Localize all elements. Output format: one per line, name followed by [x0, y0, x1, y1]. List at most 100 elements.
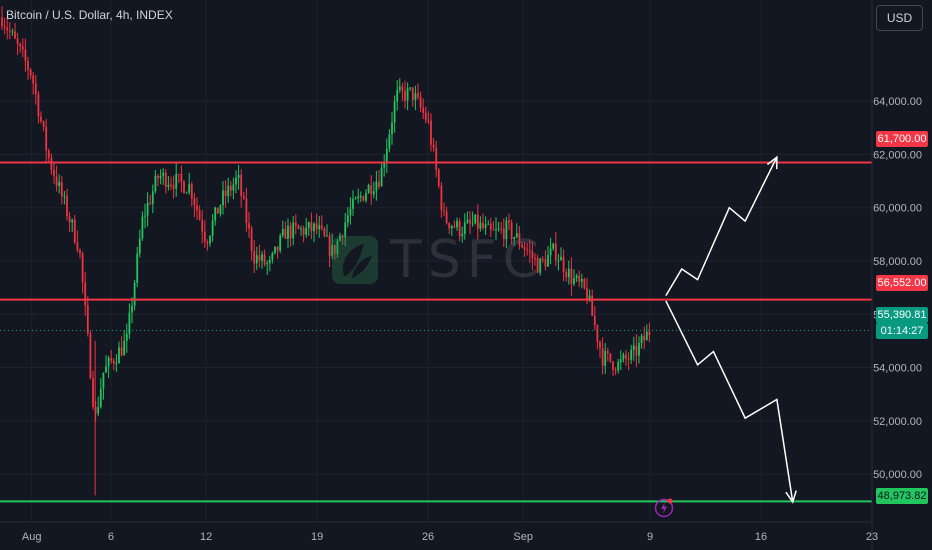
- candle-body: [378, 181, 380, 187]
- candle-body: [157, 175, 159, 179]
- candle-body: [463, 222, 466, 234]
- candle-body: [315, 223, 318, 230]
- candle-body: [300, 228, 302, 230]
- candle-body: [227, 185, 230, 197]
- candle-body: [89, 333, 92, 379]
- candle-body: [484, 224, 487, 229]
- candle-body: [562, 256, 565, 273]
- candle-body: [172, 184, 175, 189]
- candle-body: [131, 305, 133, 313]
- candle-body: [604, 350, 607, 366]
- candle-body: [526, 249, 529, 251]
- candle-body: [326, 235, 328, 237]
- candle-body: [640, 335, 643, 344]
- candle-body: [235, 177, 237, 185]
- candle-body: [188, 184, 191, 193]
- candle-body: [1, 17, 3, 27]
- candle-body: [515, 233, 518, 238]
- candle-body: [53, 169, 55, 177]
- candle-body: [263, 254, 266, 265]
- candle-body: [11, 31, 14, 33]
- candle-body: [393, 101, 396, 123]
- candle-body: [216, 207, 219, 214]
- candle-body: [76, 242, 79, 251]
- candle-body: [435, 147, 438, 170]
- candle-body: [133, 282, 136, 306]
- candle-body: [606, 350, 609, 354]
- currency-button[interactable]: USD: [876, 5, 923, 31]
- candle-body: [500, 228, 503, 230]
- candle-body: [29, 69, 32, 76]
- candle-body: [138, 238, 141, 254]
- candle-body: [167, 184, 170, 188]
- candle-body: [34, 83, 37, 95]
- candle-body: [632, 345, 635, 350]
- candle-body: [287, 225, 289, 239]
- candle-body: [193, 198, 196, 206]
- candle-body: [448, 223, 451, 229]
- candle-body: [422, 107, 425, 113]
- candle-body: [279, 235, 282, 251]
- candle-body: [164, 172, 167, 188]
- candle-body: [297, 225, 300, 229]
- chart-title: Bitcoin / U.S. Dollar, 4h, INDEX: [6, 8, 173, 22]
- candle-body: [391, 122, 393, 135]
- candle-body: [84, 282, 87, 306]
- candle-body: [68, 216, 71, 223]
- candle-body: [617, 361, 620, 371]
- candle-body: [513, 237, 516, 239]
- candle-body: [105, 366, 107, 373]
- candle-body: [404, 90, 406, 101]
- candle-body: [73, 219, 76, 243]
- candle-body: [354, 198, 357, 200]
- candle-body: [24, 49, 27, 61]
- candle-body: [21, 46, 24, 50]
- candle-body: [388, 134, 391, 149]
- candle-body: [474, 214, 477, 224]
- candle-body: [149, 202, 152, 204]
- candle-body: [201, 219, 204, 232]
- candle-body: [578, 275, 581, 282]
- candle-body: [547, 254, 549, 267]
- candle-body: [531, 251, 534, 259]
- candle-body: [196, 205, 198, 211]
- candle-body: [385, 148, 388, 164]
- candle-body: [583, 279, 586, 288]
- candle-body: [14, 31, 16, 39]
- candle-body: [622, 354, 625, 360]
- candle-body: [27, 60, 29, 70]
- candle-body: [461, 233, 464, 236]
- candle-body: [159, 176, 162, 179]
- candle-body: [92, 378, 94, 407]
- tsfc-leaf-logo-icon: [332, 236, 378, 284]
- x-tick-label: Sep: [513, 531, 533, 543]
- candle-body: [396, 89, 399, 102]
- candle-body: [16, 38, 19, 44]
- candle-body: [539, 258, 542, 273]
- candle-body: [612, 361, 614, 370]
- candle-body: [536, 258, 539, 273]
- candle-body: [619, 359, 622, 362]
- candle-body: [274, 246, 276, 254]
- candle-body: [456, 220, 458, 228]
- candle-body: [289, 225, 292, 239]
- candle-body: [528, 250, 531, 252]
- candle-body: [118, 347, 120, 364]
- candle-body: [630, 349, 633, 360]
- candle-body: [417, 93, 419, 98]
- candle-body: [565, 272, 568, 277]
- lightning-bolt-icon[interactable]: [654, 498, 674, 518]
- candle-body: [502, 228, 505, 240]
- candle-body: [479, 222, 482, 229]
- candle-body: [549, 248, 552, 255]
- candle-body: [71, 219, 74, 223]
- candle-body: [497, 228, 500, 230]
- candle-body: [443, 210, 445, 212]
- countdown-label: 01:14:27: [876, 323, 928, 339]
- candle-body: [372, 191, 375, 195]
- candle-body: [102, 372, 105, 389]
- x-tick-label: 6: [108, 531, 114, 543]
- candle-body: [245, 198, 248, 224]
